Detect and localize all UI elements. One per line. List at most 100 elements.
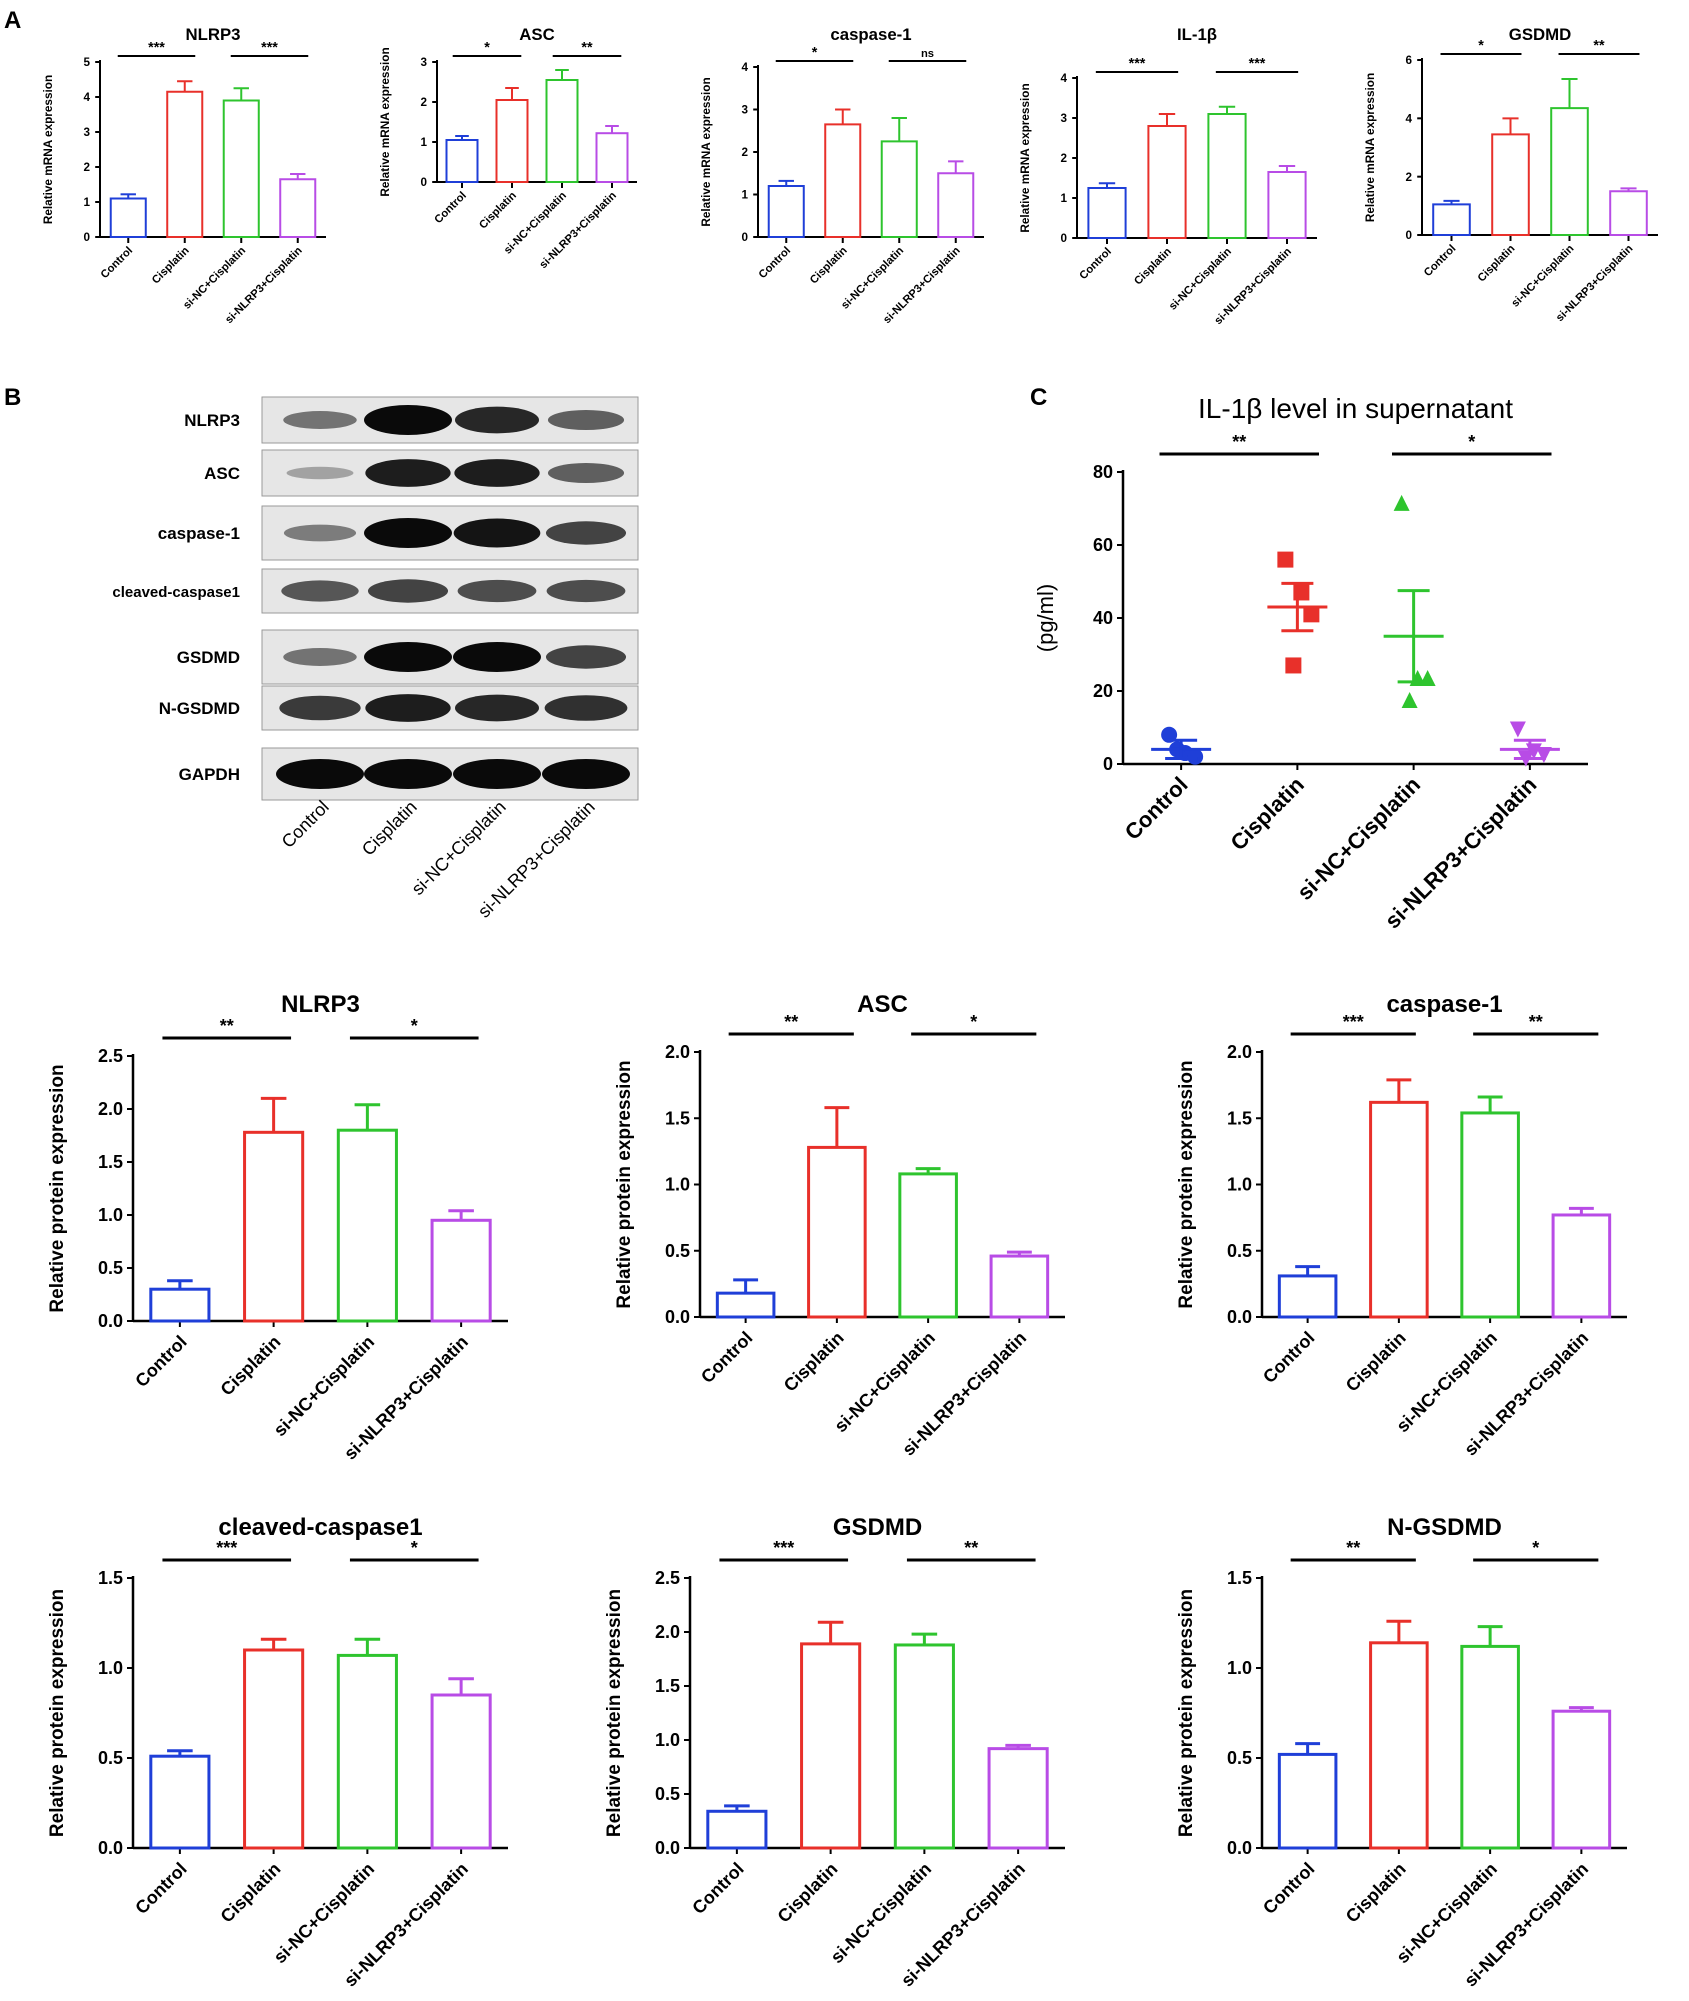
chart-b6: N-GSDMD 0.0 0.5 1.0 1.5 Relative protein expr…	[1176, 1514, 1627, 1991]
significance-label: *	[411, 1016, 418, 1036]
y-tick-label: 80	[1093, 462, 1113, 482]
significance-label: ***	[148, 40, 165, 56]
chart-a1: NLRP3 0 1 2 3 4 5 Relative mRNA expression Contr…	[42, 25, 326, 326]
y-tick-label: 2.0	[98, 1099, 123, 1119]
chart-title: IL-1β	[1177, 25, 1217, 44]
significance-label: *	[411, 1538, 418, 1558]
y-tick-label: 2.0	[655, 1622, 680, 1642]
significance-label: **	[784, 1012, 798, 1032]
bar	[222, 99, 260, 238]
y-tick-label: 0.5	[1227, 1241, 1252, 1261]
x-tick-label: si-NC+Cisplatin	[270, 1859, 379, 1968]
blot-band	[365, 694, 451, 722]
y-axis-label: Relative protein expression	[1176, 1060, 1197, 1308]
blot-lane-label: si-NC+Cisplatin	[408, 797, 510, 899]
blot-band	[454, 694, 540, 722]
significance-label: ***	[1249, 56, 1266, 72]
y-tick-label: 0.5	[98, 1258, 123, 1278]
x-tick-label: Control	[131, 1859, 190, 1918]
significance-label: ***	[1343, 1012, 1364, 1032]
x-tick-label: si-NC+Cisplatin	[1509, 243, 1576, 310]
x-tick-label: Control	[131, 1332, 190, 1391]
y-tick-label: 3	[741, 104, 748, 117]
blot-row-label: GAPDH	[179, 765, 240, 784]
y-tick-label: 0.5	[1227, 1748, 1252, 1768]
y-tick-label: 0	[420, 176, 427, 189]
x-tick-label: Cisplatin	[1132, 246, 1174, 288]
blot-band	[364, 518, 452, 548]
y-tick-label: 0.5	[665, 1241, 690, 1261]
blot-lane-label: Control	[278, 797, 333, 852]
significance-label: ***	[773, 1538, 794, 1558]
blot-row-label: caspase-1	[158, 524, 240, 543]
y-tick-label: 0	[1060, 232, 1067, 245]
data-point	[1277, 551, 1294, 568]
blot-row-label: GSDMD	[177, 648, 240, 667]
western-blot: NLRP3 ASC caspase-1 cleaved-caspase1 GSDMD N-…	[112, 396, 639, 922]
bar	[1609, 190, 1648, 236]
bar	[336, 1653, 398, 1850]
blot-band	[453, 642, 541, 672]
blot-band	[454, 406, 540, 434]
blot-row-label: N-GSDMD	[159, 699, 240, 718]
y-tick-label: 1.5	[655, 1676, 680, 1696]
chart-title: N-GSDMD	[1387, 1514, 1502, 1541]
bar	[1087, 187, 1127, 239]
bar	[1207, 113, 1247, 239]
chart-title: GSDMD	[833, 1514, 922, 1541]
significance-label: *	[1532, 1538, 1539, 1558]
chart-title: ASC	[857, 991, 908, 1018]
y-tick-label: 0.0	[1227, 1307, 1252, 1327]
y-axis-label: Relative mRNA expression	[1364, 73, 1377, 222]
y-tick-label: 3	[1060, 112, 1067, 125]
y-tick-label: 1.5	[98, 1568, 123, 1588]
y-tick-label: 60	[1093, 535, 1113, 555]
blot-band	[364, 405, 452, 435]
bar	[1369, 1100, 1429, 1319]
bar	[243, 1130, 305, 1323]
data-point	[1535, 747, 1552, 764]
significance-label: **	[220, 1016, 234, 1036]
bar	[149, 1287, 211, 1323]
y-tick-label: 1	[741, 189, 748, 202]
y-tick-label: 0	[1405, 229, 1412, 242]
bar	[430, 1693, 492, 1850]
blot-lane-label: Cisplatin	[358, 797, 421, 860]
blot-band	[544, 695, 628, 721]
y-axis-label: Relative mRNA expression	[700, 77, 713, 226]
y-tick-label: 0	[83, 231, 90, 244]
bar	[545, 79, 579, 183]
y-tick-label: 3	[420, 56, 427, 69]
bar	[1550, 107, 1589, 236]
blot-band	[454, 459, 540, 487]
blot-band	[281, 580, 359, 602]
y-axis-label: (pg/ml)	[1033, 584, 1058, 652]
y-tick-label: 1.0	[1227, 1175, 1252, 1195]
y-tick-label: 2	[83, 161, 90, 174]
chart-a5: GSDMD 0 2 4 6 Relative mRNA expression Control…	[1364, 25, 1658, 324]
blot-band	[546, 579, 626, 603]
chart-b1: NLRP3 0.0 0.5 1.0 1.5 2.0 2.5 Relative protein …	[47, 991, 508, 1464]
blot-band	[545, 645, 627, 669]
y-tick-label: 0.0	[655, 1838, 680, 1858]
y-tick-label: 1	[83, 196, 90, 209]
bar	[243, 1648, 305, 1850]
x-tick-label: Cisplatin	[217, 1859, 285, 1927]
x-tick-label: Control	[1259, 1328, 1318, 1387]
x-tick-label: Cisplatin	[808, 245, 850, 287]
y-tick-label: 1.5	[1227, 1568, 1252, 1588]
x-tick-label: Control	[1259, 1859, 1318, 1918]
chart-title: IL-1β level in supernatant	[1198, 393, 1513, 424]
x-tick-label: Cisplatin	[1476, 243, 1518, 285]
significance-label: **	[1593, 38, 1605, 54]
bar	[706, 1809, 768, 1850]
bar	[495, 99, 529, 183]
y-tick-label: 0	[741, 231, 748, 244]
bar	[715, 1291, 776, 1319]
bar	[149, 1754, 211, 1850]
chart-a3: caspase-1 0 1 2 3 4 Relative mRNA expression Co…	[700, 25, 984, 326]
x-tick-label: Control	[99, 245, 136, 282]
blot-band	[453, 759, 541, 789]
data-point	[1303, 606, 1320, 623]
